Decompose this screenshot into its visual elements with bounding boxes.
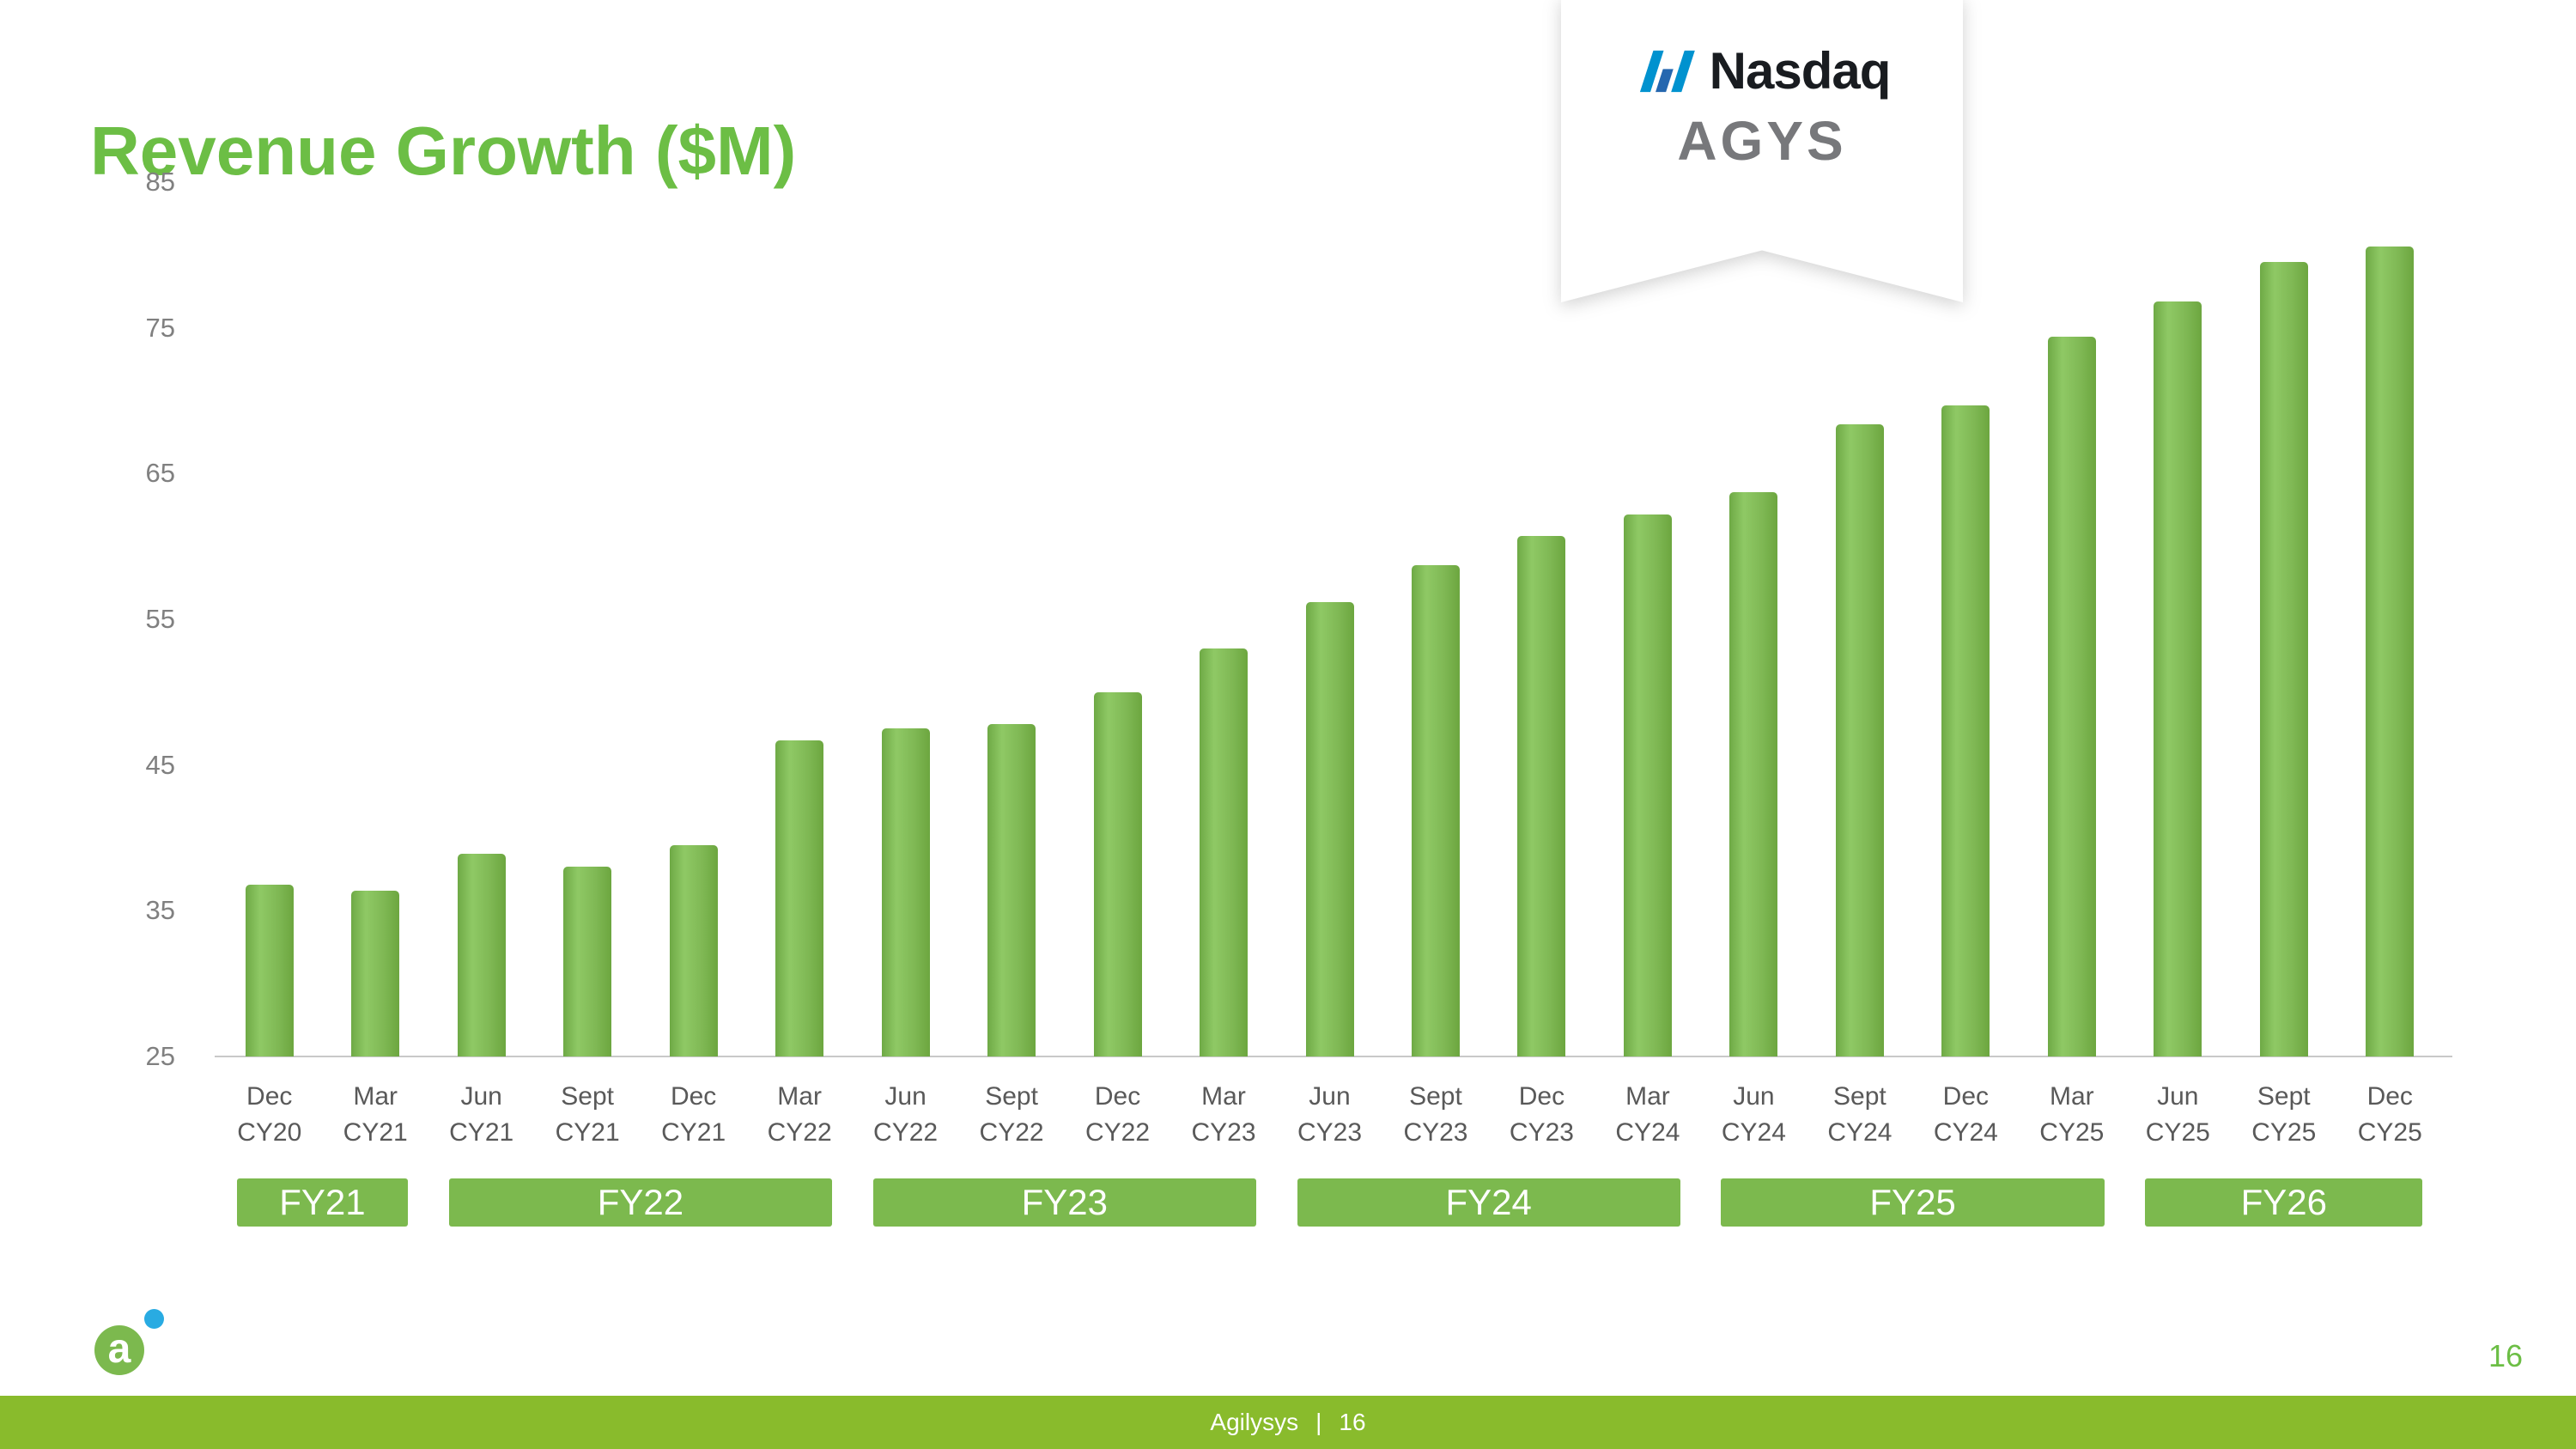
footer-brand: Agilysys	[1210, 1409, 1299, 1435]
x-axis-category-label: Dec CY22	[1085, 1082, 1151, 1147]
y-axis-tick-label: 55	[145, 604, 175, 634]
x-axis-category-label: Jun CY24	[1721, 1082, 1786, 1147]
fiscal-year-band: FY23	[872, 1178, 1257, 1227]
y-axis-tick-label: 85	[145, 167, 175, 197]
nasdaq-wordmark: Nasdaq	[1709, 42, 1892, 100]
bar	[987, 724, 1036, 1056]
y-axis-tick-label: 25	[145, 1041, 175, 1071]
x-axis-labels: Dec CY20 Mar CY21 Jun CY21 Sept CY21 Dec CY21 Mar C…	[216, 1079, 2443, 1158]
fiscal-year-band: FY21	[236, 1178, 409, 1227]
x-axis-category-label: Jun CY23	[1297, 1082, 1362, 1147]
bar	[457, 854, 506, 1056]
nasdaq-logo-row: Nasdaq	[1634, 41, 1891, 100]
bar	[1941, 405, 1990, 1056]
y-axis-tick-label: 45	[145, 749, 175, 780]
bar	[1623, 514, 1672, 1056]
bar	[1517, 536, 1566, 1056]
bar	[1093, 691, 1142, 1056]
bar	[669, 844, 718, 1056]
fiscal-year-band: FY22	[448, 1178, 833, 1227]
x-axis-category-label: Sept CY22	[979, 1082, 1044, 1147]
fiscal-year-band: FY25	[1721, 1178, 2105, 1227]
footer-page: 16	[1339, 1409, 1366, 1435]
y-axis-tick-label: 35	[145, 895, 175, 926]
footer-bar: Agilysys | 16	[0, 1396, 2576, 1449]
bar	[2047, 336, 2096, 1056]
x-axis-category-label: Sept CY21	[555, 1082, 620, 1147]
footer-separator: |	[1315, 1409, 1322, 1435]
bar	[563, 867, 612, 1056]
x-axis-category-label: Dec CY25	[2357, 1082, 2422, 1147]
x-axis-category-label: Dec CY24	[1933, 1082, 1998, 1147]
agilysys-logo: a	[94, 1325, 144, 1375]
bar	[1200, 648, 1249, 1056]
x-axis-category-label: Sept CY23	[1403, 1082, 1468, 1147]
ticker-label: AGYS	[1677, 110, 1847, 172]
bar	[245, 884, 294, 1056]
bar	[351, 890, 400, 1056]
bar	[1729, 492, 1778, 1056]
fiscal-year-band: FY24	[1297, 1178, 1680, 1227]
fiscal-year-band: FY26	[2145, 1178, 2423, 1227]
bar	[775, 740, 824, 1056]
x-axis-category-label: Jun CY25	[2145, 1082, 2210, 1147]
plot-area	[216, 182, 2443, 1056]
agilysys-logo-letter: a	[107, 1325, 131, 1372]
nasdaq-mark-icon	[1639, 50, 1695, 92]
y-axis-tick-label: 75	[145, 312, 175, 343]
x-axis-category-label: Dec CY20	[237, 1082, 302, 1147]
x-axis-category-label: Mar CY22	[767, 1082, 832, 1147]
agilysys-logo-dot-icon	[144, 1309, 164, 1329]
x-axis-category-label: Mar CY25	[2039, 1082, 2105, 1147]
page-number: 16	[2488, 1338, 2523, 1373]
bar	[2259, 262, 2308, 1056]
page-title: Revenue Growth ($M)	[90, 112, 797, 189]
y-axis-tick-label: 65	[145, 458, 175, 489]
bar	[1411, 565, 1460, 1056]
x-axis-category-label: Mar CY24	[1615, 1082, 1680, 1147]
x-axis-category-label: Dec CY23	[1509, 1082, 1574, 1147]
bar	[2154, 301, 2202, 1056]
x-axis-category-label: Dec CY21	[661, 1082, 726, 1147]
bar	[1305, 601, 1354, 1056]
x-axis-category-label: Jun CY22	[873, 1082, 939, 1147]
x-axis-category-label: Mar CY21	[343, 1082, 408, 1147]
bar	[881, 728, 930, 1056]
x-axis-category-label: Jun CY21	[449, 1082, 514, 1147]
bar	[2366, 246, 2415, 1056]
x-axis-category-label: Sept CY25	[2251, 1082, 2317, 1147]
x-axis-category-label: Sept CY24	[1827, 1082, 1893, 1147]
nasdaq-badge: Nasdaq AGYS	[1561, 0, 1963, 302]
x-axis-line	[215, 1056, 2452, 1057]
fiscal-year-bands: FY21 FY22 FY23 FY24 FY25 FY26	[216, 1178, 2443, 1227]
x-axis-category-label: Mar CY23	[1191, 1082, 1256, 1147]
bar	[1835, 423, 1884, 1056]
